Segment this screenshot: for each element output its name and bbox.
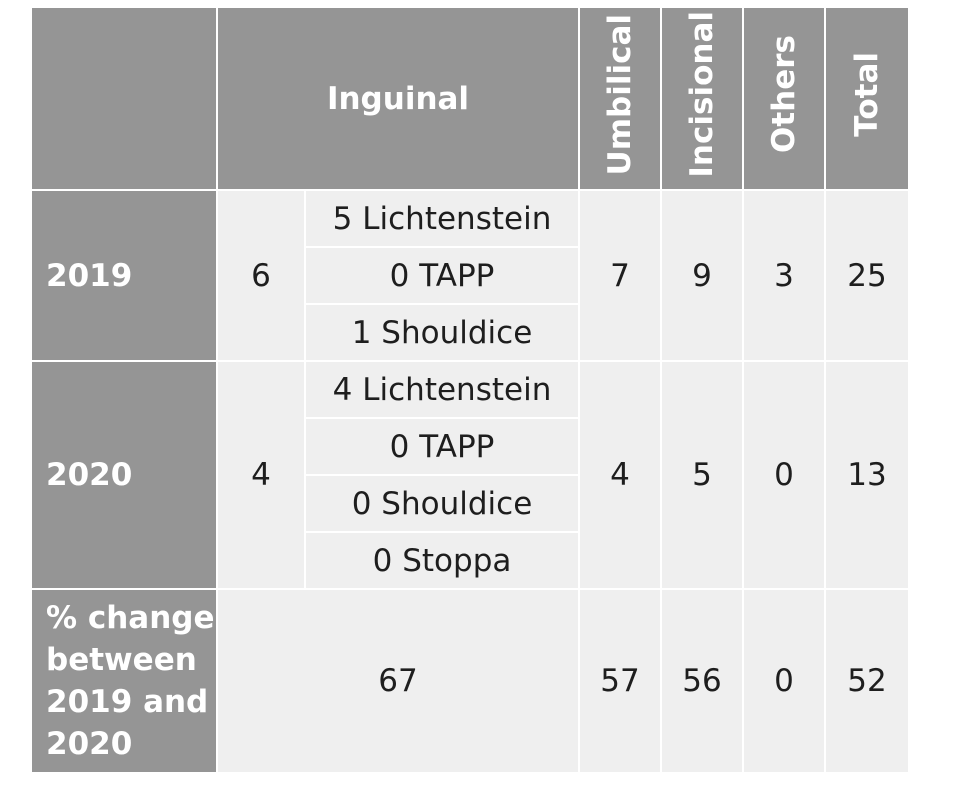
table-row-change: % change between 2019 and 2020 67 57 56 … <box>30 588 911 774</box>
change-total: 52 <box>824 588 911 774</box>
table-row-2020: 2020 4 4 Lichtenstein 4 5 0 13 <box>30 360 911 590</box>
hernia-repairs-table: Inguinal Umbilical Incisional Others Tot… <box>30 6 911 774</box>
change-umbilical: 57 <box>578 588 663 774</box>
header-umbilical-cell: Umbilical <box>578 6 663 191</box>
header-incisional-cell: Incisional <box>660 6 745 191</box>
header-umbilical: Umbilical <box>601 13 638 176</box>
total-2019: 25 <box>824 189 911 362</box>
inguinal-total-2020: 4 <box>216 360 306 590</box>
inguinal-breakdown-item: 0 Shouldice <box>303 474 581 533</box>
header-total-cell: Total <box>824 6 911 191</box>
table-row-2019: 2019 6 5 Lichtenstein 7 9 3 25 <box>30 189 911 362</box>
table-row: 1 Shouldice <box>31 303 909 362</box>
table-row: 0 TAPP <box>31 417 909 476</box>
total-2020: 13 <box>824 360 911 590</box>
umbilical-2020: 4 <box>578 360 663 590</box>
header-others-cell: Others <box>742 6 827 191</box>
row-label-2019: 2019 <box>30 189 218 362</box>
header-empty-cell <box>30 6 218 191</box>
inguinal-breakdown-item: 0 TAPP <box>303 246 581 305</box>
incisional-2019: 9 <box>660 189 745 362</box>
change-incisional: 56 <box>660 588 745 774</box>
others-2020: 0 <box>742 360 827 590</box>
table-row: 0 TAPP <box>31 246 909 305</box>
incisional-2020: 5 <box>660 360 745 590</box>
inguinal-breakdown-item: 0 TAPP <box>303 417 581 476</box>
change-inguinal: 67 <box>215 588 581 774</box>
inguinal-breakdown-item: 4 Lichtenstein <box>303 360 581 419</box>
change-others: 0 <box>742 588 827 774</box>
header-incisional: Incisional <box>683 11 720 178</box>
header-others: Others <box>765 35 802 154</box>
header-inguinal: Inguinal <box>215 6 581 191</box>
table-row: 0 Shouldice <box>31 474 909 533</box>
row-label-change: % change between 2019 and 2020 <box>30 588 218 774</box>
inguinal-total-2019: 6 <box>216 189 306 362</box>
inguinal-breakdown-item: 1 Shouldice <box>303 303 581 362</box>
inguinal-breakdown-item: 0 Stoppa <box>303 531 581 590</box>
row-label-2020: 2020 <box>30 360 218 590</box>
others-2019: 3 <box>742 189 827 362</box>
header-total: Total <box>848 52 885 137</box>
umbilical-2019: 7 <box>578 189 663 362</box>
header-row: Inguinal Umbilical Incisional Others Tot… <box>30 6 911 191</box>
table-row: 0 Stoppa <box>31 531 909 590</box>
inguinal-breakdown-item: 5 Lichtenstein <box>303 189 581 248</box>
